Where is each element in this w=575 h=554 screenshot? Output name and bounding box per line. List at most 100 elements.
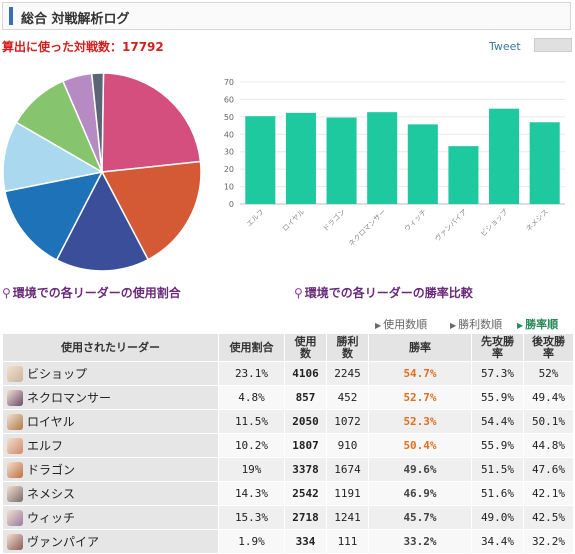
uses-cell: 1807 [284, 433, 327, 458]
winrate-cell: 52.3% [368, 409, 472, 434]
leader-name: ヴァンパイア [27, 534, 100, 549]
usage-rate-cell: 1.9% [218, 529, 285, 554]
leader-name: ロイヤル [27, 414, 75, 429]
leader-cell: ビショップ [2, 361, 219, 386]
leader-name: ドラゴン [27, 462, 76, 477]
wins-cell: 452 [326, 385, 369, 410]
first-winrate-cell: 55.9% [471, 433, 524, 458]
winrate-cell: 52.7% [368, 385, 472, 410]
winrate-cell: 50.4% [368, 433, 472, 458]
winrate-cell: 33.2% [368, 529, 472, 554]
winrate-cell: 54.7% [368, 361, 472, 386]
second-winrate-cell: 44.8% [523, 433, 574, 458]
tweet-button[interactable]: Tweet [489, 40, 521, 53]
bar-0 [245, 116, 276, 204]
header-leader[interactable]: 使用されたリーダー [2, 333, 219, 362]
usage-rate-cell: 11.5% [218, 409, 285, 434]
table-row: ネメシス 14.3% 2542 1191 46.9% 51.6% 42.1% [2, 481, 574, 506]
second-winrate-cell: 42.1% [523, 481, 574, 506]
winrate-bar-chart: 0 10 20 30 40 50 60 70 エルフ ロイヤル ドラゴン ネクロマンサー ウィッチ ヴァン… [224, 78, 565, 248]
pie-slice-1 [100, 160, 202, 261]
uses-cell: 857 [284, 385, 327, 410]
leader-avatar [7, 390, 23, 407]
leader-avatar [7, 510, 23, 527]
table-row: ドラゴン 19% 3378 1674 49.6% 51.5% 47.6% [2, 457, 574, 482]
x-tick-label: ヴァンパイア [433, 207, 469, 243]
map-pin-icon: ⚲ [2, 286, 11, 300]
y-tick-label: 70 [224, 78, 234, 87]
sort-by-winrate-link[interactable]: ▶ 勝率順 [517, 318, 559, 331]
usage-rate-cell: 23.1% [218, 361, 285, 386]
uses-cell: 3378 [284, 457, 327, 482]
page-title: 総合 対戦解析ログ [21, 12, 130, 27]
wins-cell: 1674 [326, 457, 369, 482]
usage-rate-cell: 19% [218, 457, 285, 482]
wins-cell: 1241 [326, 505, 369, 530]
x-tick-label: ネクロマンサー [347, 208, 387, 248]
second-winrate-cell: 47.6% [523, 457, 574, 482]
bar-caption: ⚲ 環境での各リーダーの勝率比較 [294, 284, 473, 301]
wins-cell: 910 [326, 433, 369, 458]
bar-6 [489, 108, 520, 204]
header-first-winrate[interactable]: 先攻勝率 [471, 333, 524, 362]
wins-cell: 2245 [326, 361, 369, 386]
leader-avatar [7, 414, 23, 431]
usage-rate-cell: 15.3% [218, 505, 285, 530]
first-winrate-cell: 49.0% [471, 505, 524, 530]
leader-name: ネメシス [27, 486, 76, 501]
x-tick-label: エルフ [245, 208, 266, 229]
x-tick-label: ビショップ [478, 207, 509, 238]
winrate-cell: 46.9% [368, 481, 472, 506]
table-row: ヴァンパイア 1.9% 334 111 33.2% 34.4% 32.2% [2, 529, 574, 554]
header-winrate[interactable]: 勝率 [368, 333, 472, 362]
second-winrate-cell: 52% [523, 361, 574, 386]
leader-cell: エルフ [2, 433, 219, 458]
leader-name: ネクロマンサー [27, 390, 112, 405]
usage-rate-cell: 14.3% [218, 481, 285, 506]
first-winrate-cell: 55.9% [471, 385, 524, 410]
usage-rate-cell: 4.8% [218, 385, 285, 410]
bar-caption-text: 環境での各リーダーの勝率比較 [304, 286, 473, 300]
leader-avatar [7, 438, 23, 455]
y-tick-label: 50 [224, 113, 234, 122]
leader-cell: ネクロマンサー [2, 385, 219, 410]
leader-cell: ウィッチ [2, 505, 219, 530]
second-winrate-cell: 32.2% [523, 529, 574, 554]
x-tick-label: ロイヤル [281, 208, 306, 233]
title-accent [9, 7, 13, 25]
table-row: ウィッチ 15.3% 2718 1241 45.7% 49.0% 42.5% [2, 505, 574, 530]
table-row: ロイヤル 11.5% 2050 1072 52.3% 54.4% 50.1% [2, 409, 574, 434]
usage-rate-cell: 10.2% [218, 433, 285, 458]
header-second-winrate[interactable]: 後攻勝率 [523, 333, 574, 362]
header-wins[interactable]: 勝利数 [326, 333, 369, 362]
bar-7 [529, 122, 560, 204]
first-winrate-cell: 57.3% [471, 361, 524, 386]
uses-cell: 4106 [284, 361, 327, 386]
triangle-right-icon: ▶ [517, 321, 524, 330]
pie-caption: ⚲ 環境での各リーダーの使用割合 [2, 284, 181, 301]
bar-4 [407, 124, 438, 204]
y-tick-label: 40 [224, 130, 234, 139]
leader-name: エルフ [27, 438, 64, 453]
map-pin-icon: ⚲ [294, 286, 303, 300]
pie-slice-3 [4, 170, 104, 261]
wins-cell: 111 [326, 529, 369, 554]
bar-1 [285, 112, 316, 204]
uses-cell: 2050 [284, 409, 327, 434]
leader-avatar [7, 534, 23, 551]
tweet-count-box[interactable] [534, 38, 572, 52]
leader-avatar [7, 486, 23, 503]
sort-by-wins-link[interactable]: ▶ 勝利数順 [450, 318, 503, 331]
triangle-right-icon: ▶ [450, 321, 457, 330]
first-winrate-cell: 51.6% [471, 481, 524, 506]
uses-cell: 2542 [284, 481, 327, 506]
leader-avatar [7, 366, 23, 383]
bar-3 [367, 112, 398, 204]
header-usage-rate[interactable]: 使用割合 [218, 333, 285, 362]
header-uses[interactable]: 使用数 [284, 333, 327, 362]
y-tick-label: 60 [224, 95, 234, 104]
leader-cell: ネメシス [2, 481, 219, 506]
second-winrate-cell: 49.4% [523, 385, 574, 410]
sort-by-usage-link[interactable]: ▶ 使用数順 [375, 318, 428, 331]
y-tick-label: 0 [229, 200, 234, 209]
